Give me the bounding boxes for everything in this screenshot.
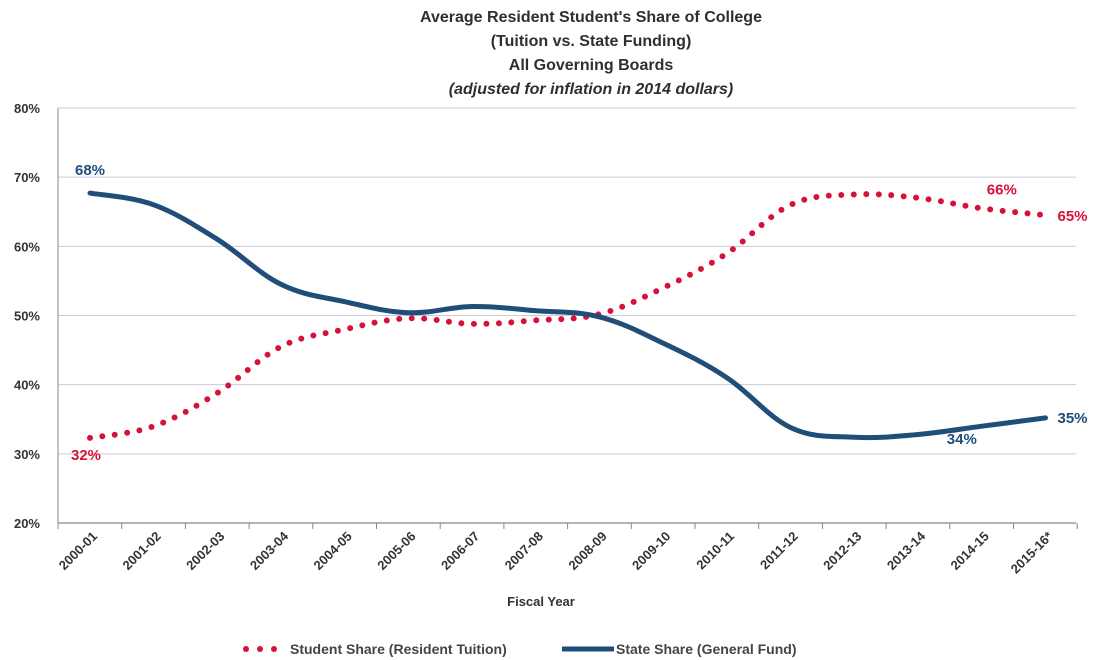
- x-tick-label: 2006-07: [438, 529, 482, 573]
- title-line-4: (adjusted for inflation in 2014 dollars): [449, 81, 733, 98]
- legend-label-state-share: State Share (General Fund): [616, 641, 796, 657]
- x-tick-label: 2000-01: [56, 529, 100, 573]
- data-label: 34%: [947, 431, 977, 448]
- x-tick-label: 2003-04: [247, 528, 292, 573]
- series-lines: [87, 190, 1049, 441]
- y-axis-ticks: 20% 30% 40% 50% 60% 70% 80%: [14, 101, 40, 531]
- y-tick-label: 70%: [14, 170, 40, 185]
- data-label: 66%: [987, 181, 1017, 198]
- title-line-2: (Tuition vs. State Funding): [491, 33, 692, 50]
- legend-dot: [243, 646, 249, 652]
- y-tick-label: 40%: [14, 378, 40, 393]
- x-tick-label: 2007-08: [502, 529, 546, 573]
- x-tick-label: 2005-06: [374, 529, 418, 573]
- x-tick-label: 2015-16*: [1008, 528, 1057, 577]
- x-tick-label: 2008-09: [565, 529, 609, 573]
- data-label: 35%: [1058, 410, 1088, 427]
- data-label: 65%: [1058, 208, 1088, 225]
- data-labels: 68% 32% 66% 65% 34% 35%: [71, 162, 1088, 464]
- legend-item-student-share: Student Share (Resident Tuition): [243, 641, 507, 657]
- legend-dot: [257, 646, 263, 652]
- state-share-line: [87, 190, 1048, 441]
- gridlines: [58, 107, 1076, 524]
- y-tick-label: 30%: [14, 447, 40, 462]
- x-tick-label: 2001-02: [119, 529, 163, 573]
- chart-title: Average Resident Student's Share of Coll…: [420, 9, 762, 98]
- title-line-3: All Governing Boards: [509, 57, 674, 74]
- data-label: 68%: [75, 162, 105, 179]
- legend-dotted-marker: [243, 646, 277, 652]
- x-tick-label: 2013-14: [884, 528, 929, 573]
- legend-item-state-share: State Share (General Fund): [562, 641, 796, 657]
- data-label: 32%: [71, 447, 101, 464]
- x-tick-label: 2011-12: [757, 529, 801, 573]
- x-axis-title: Fiscal Year: [507, 594, 575, 609]
- student-share-line: [87, 191, 1049, 441]
- y-tick-label: 80%: [14, 101, 40, 116]
- legend-dot: [271, 646, 277, 652]
- title-line-1: Average Resident Student's Share of Coll…: [420, 9, 762, 26]
- x-tick-label: 2009-10: [629, 529, 673, 573]
- x-tick-label: 2012-13: [820, 529, 864, 573]
- x-tick-label: 2004-05: [311, 529, 355, 573]
- y-tick-label: 20%: [14, 516, 40, 531]
- x-axis: 2000-01 2001-02 2002-03 2003-04 2004-05 2005-…: [56, 108, 1078, 577]
- x-tick-label: 2010-11: [693, 529, 737, 573]
- x-tick-label: 2002-03: [183, 529, 227, 573]
- legend-label-student-share: Student Share (Resident Tuition): [290, 641, 507, 657]
- x-tick-label: 2014-15: [948, 529, 992, 573]
- y-tick-label: 50%: [14, 309, 40, 324]
- legend: Student Share (Resident Tuition) State S…: [243, 641, 796, 657]
- y-tick-label: 60%: [14, 239, 40, 254]
